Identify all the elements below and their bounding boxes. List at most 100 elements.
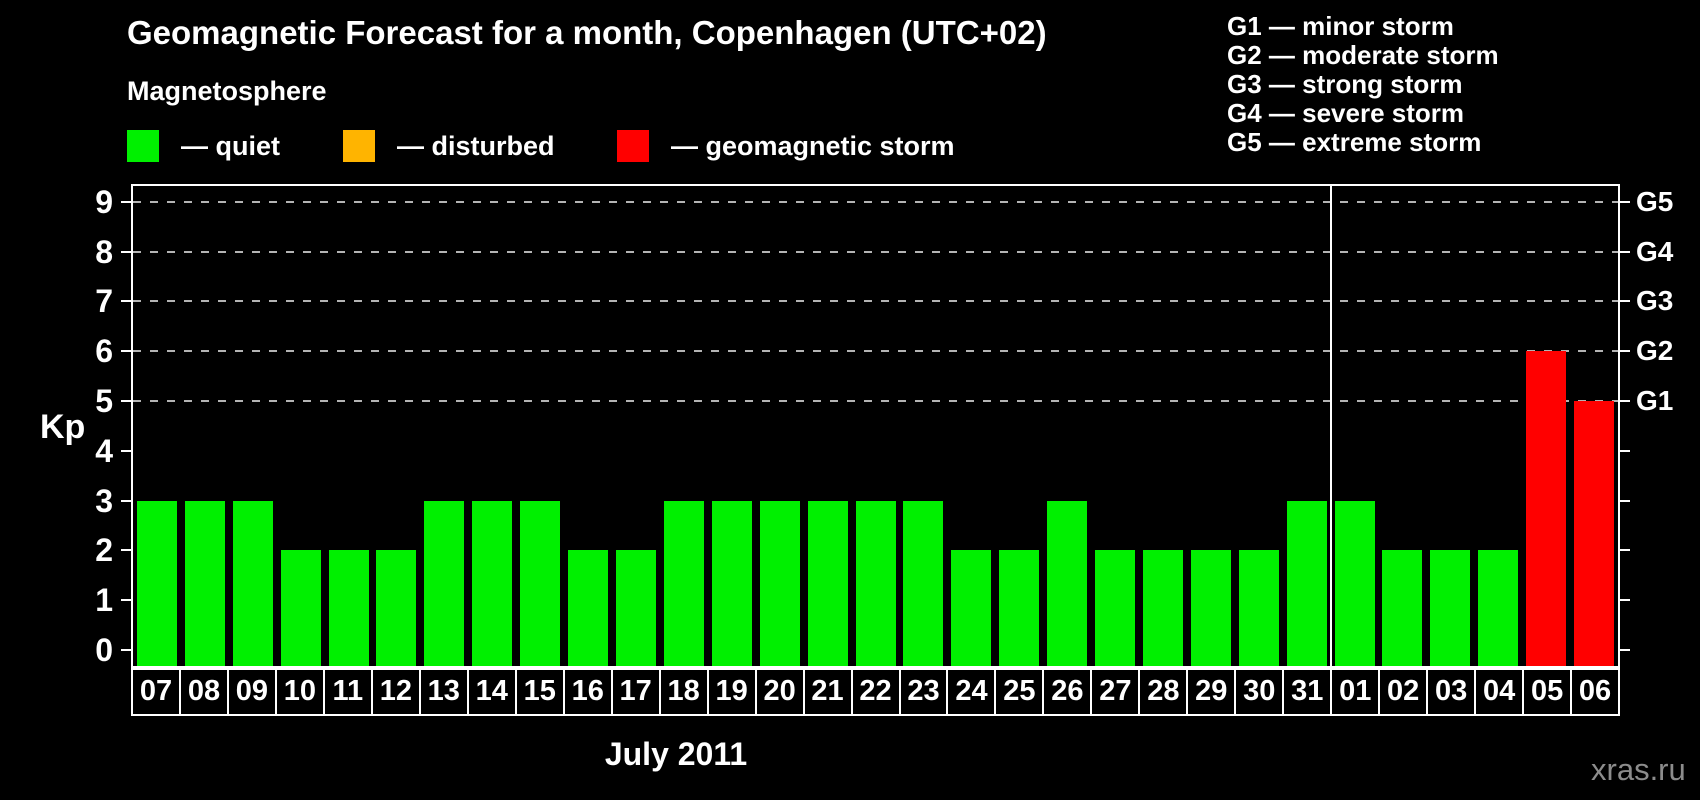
right-tick-kp-4 [1620,449,1630,452]
legend-item-label: — disturbed [397,130,555,161]
right-tick-kp-2 [1620,549,1630,552]
legend-item-storm: — geomagnetic storm [617,128,955,164]
day-label-30: 30 [1234,668,1285,716]
bar-day-21 [807,500,848,666]
left-tick-kp-0 [121,649,131,651]
storm-swatch-icon [617,130,649,162]
day-label-12: 12 [370,668,421,716]
bar-day-06 [1574,401,1615,666]
day-label-19: 19 [706,668,757,716]
day-label-22: 22 [850,668,901,716]
bar-day-19 [711,500,752,666]
right-axis-label-g2: G2 [1636,335,1674,367]
bar-day-14 [472,500,513,666]
day-label-02: 02 [1378,668,1429,716]
right-tick-kp-9 [1620,200,1630,203]
g-scale-line-g5: G5 — extreme storm [1227,127,1482,157]
legend-item-label: — quiet [181,130,280,161]
bar-day-24 [951,550,992,666]
legend-item-label: — geomagnetic storm [671,130,955,161]
bar-day-28 [1142,550,1183,666]
g-scale-line-g3: G3 — strong storm [1227,69,1463,99]
right-tick-kp-5 [1620,400,1630,402]
day-label-04: 04 [1474,668,1525,716]
right-tick-kp-0 [1620,649,1630,651]
bar-day-22 [855,500,896,666]
bar-day-07 [136,500,177,666]
legend-item-disturbed: — disturbed [343,128,555,164]
day-label-07: 07 [131,668,181,716]
right-tick-kp-3 [1620,499,1630,502]
bar-day-15 [520,500,561,666]
day-label-15: 15 [514,668,565,716]
bar-day-23 [903,500,944,666]
bar-day-12 [376,550,417,666]
legend-item-quiet: — quiet [127,128,280,164]
right-tick-kp-7 [1620,300,1630,303]
bar-day-31 [1286,500,1327,666]
right-axis-label-g1: G1 [1636,385,1674,416]
bar-day-16 [568,550,609,666]
left-tick-kp-3 [121,499,131,502]
bar-day-26 [1047,500,1088,666]
day-label-26: 26 [1042,668,1093,716]
x-axis-day-row: 07 08 09 10 11 12 13 14 15 16 17 18 19 20 21 22 23 24 25 26… [131,668,1621,716]
day-label-01: 01 [1330,668,1381,716]
day-label-21: 21 [802,668,853,716]
day-label-10: 10 [274,668,325,716]
bar-day-01 [1334,500,1375,666]
left-tick-kp-8 [121,250,131,253]
day-label-18: 18 [658,668,709,716]
day-label-25: 25 [994,668,1045,716]
y-tick-label-4: 4 [95,432,113,469]
y-tick-label-2: 2 [95,532,113,569]
day-label-16: 16 [562,668,613,716]
y-tick-label-9: 9 [95,183,113,220]
g-scale-line-g2: G2 — moderate storm [1227,40,1499,70]
bar-day-05 [1526,351,1567,666]
bar-day-18 [663,500,704,666]
bar-day-11 [328,550,369,666]
day-label-09: 09 [226,668,277,716]
gridline-kp-7 [133,300,1618,303]
day-label-24: 24 [946,668,997,716]
day-label-20: 20 [754,668,805,716]
bar-day-30 [1238,550,1279,666]
y-tick-label-3: 3 [95,482,113,519]
left-tick-kp-7 [121,300,131,303]
bar-day-27 [1095,550,1136,666]
left-tick-kp-9 [121,200,131,203]
day-label-11: 11 [322,668,373,716]
day-label-29: 29 [1186,668,1237,716]
y-axis-title: Kp [40,408,86,446]
y-tick-label-5: 5 [95,383,113,419]
bar-day-04 [1478,550,1519,666]
gridline-kp-5 [133,400,1618,402]
gridline-kp-9 [133,200,1618,203]
day-label-14: 14 [466,668,517,716]
g-scale-line-g1: G1 — minor storm [1227,11,1454,41]
right-tick-kp-8 [1620,250,1630,253]
quiet-swatch-icon [127,130,159,162]
day-label-13: 13 [418,668,469,716]
gridline-kp-8 [133,250,1618,253]
left-tick-kp-2 [121,549,131,552]
y-tick-label-8: 8 [95,233,113,270]
y-tick-label-6: 6 [95,333,113,370]
gridline-kp-6 [133,350,1618,353]
bar-day-25 [999,550,1040,666]
legend-heading: Magnetosphere [127,76,327,106]
day-label-03: 03 [1426,668,1477,716]
bar-day-17 [615,550,656,666]
left-tick-kp-4 [121,449,131,452]
right-axis-label-g4: G4 [1636,235,1674,267]
month-separator-line [1329,186,1332,666]
right-axis-label-g3: G3 [1636,285,1674,317]
bar-day-13 [424,500,465,666]
left-tick-kp-1 [121,599,131,602]
right-tick-kp-6 [1620,350,1630,353]
bar-day-29 [1190,550,1231,666]
bar-day-08 [184,500,225,666]
watermark: xras.ru [1591,752,1686,787]
